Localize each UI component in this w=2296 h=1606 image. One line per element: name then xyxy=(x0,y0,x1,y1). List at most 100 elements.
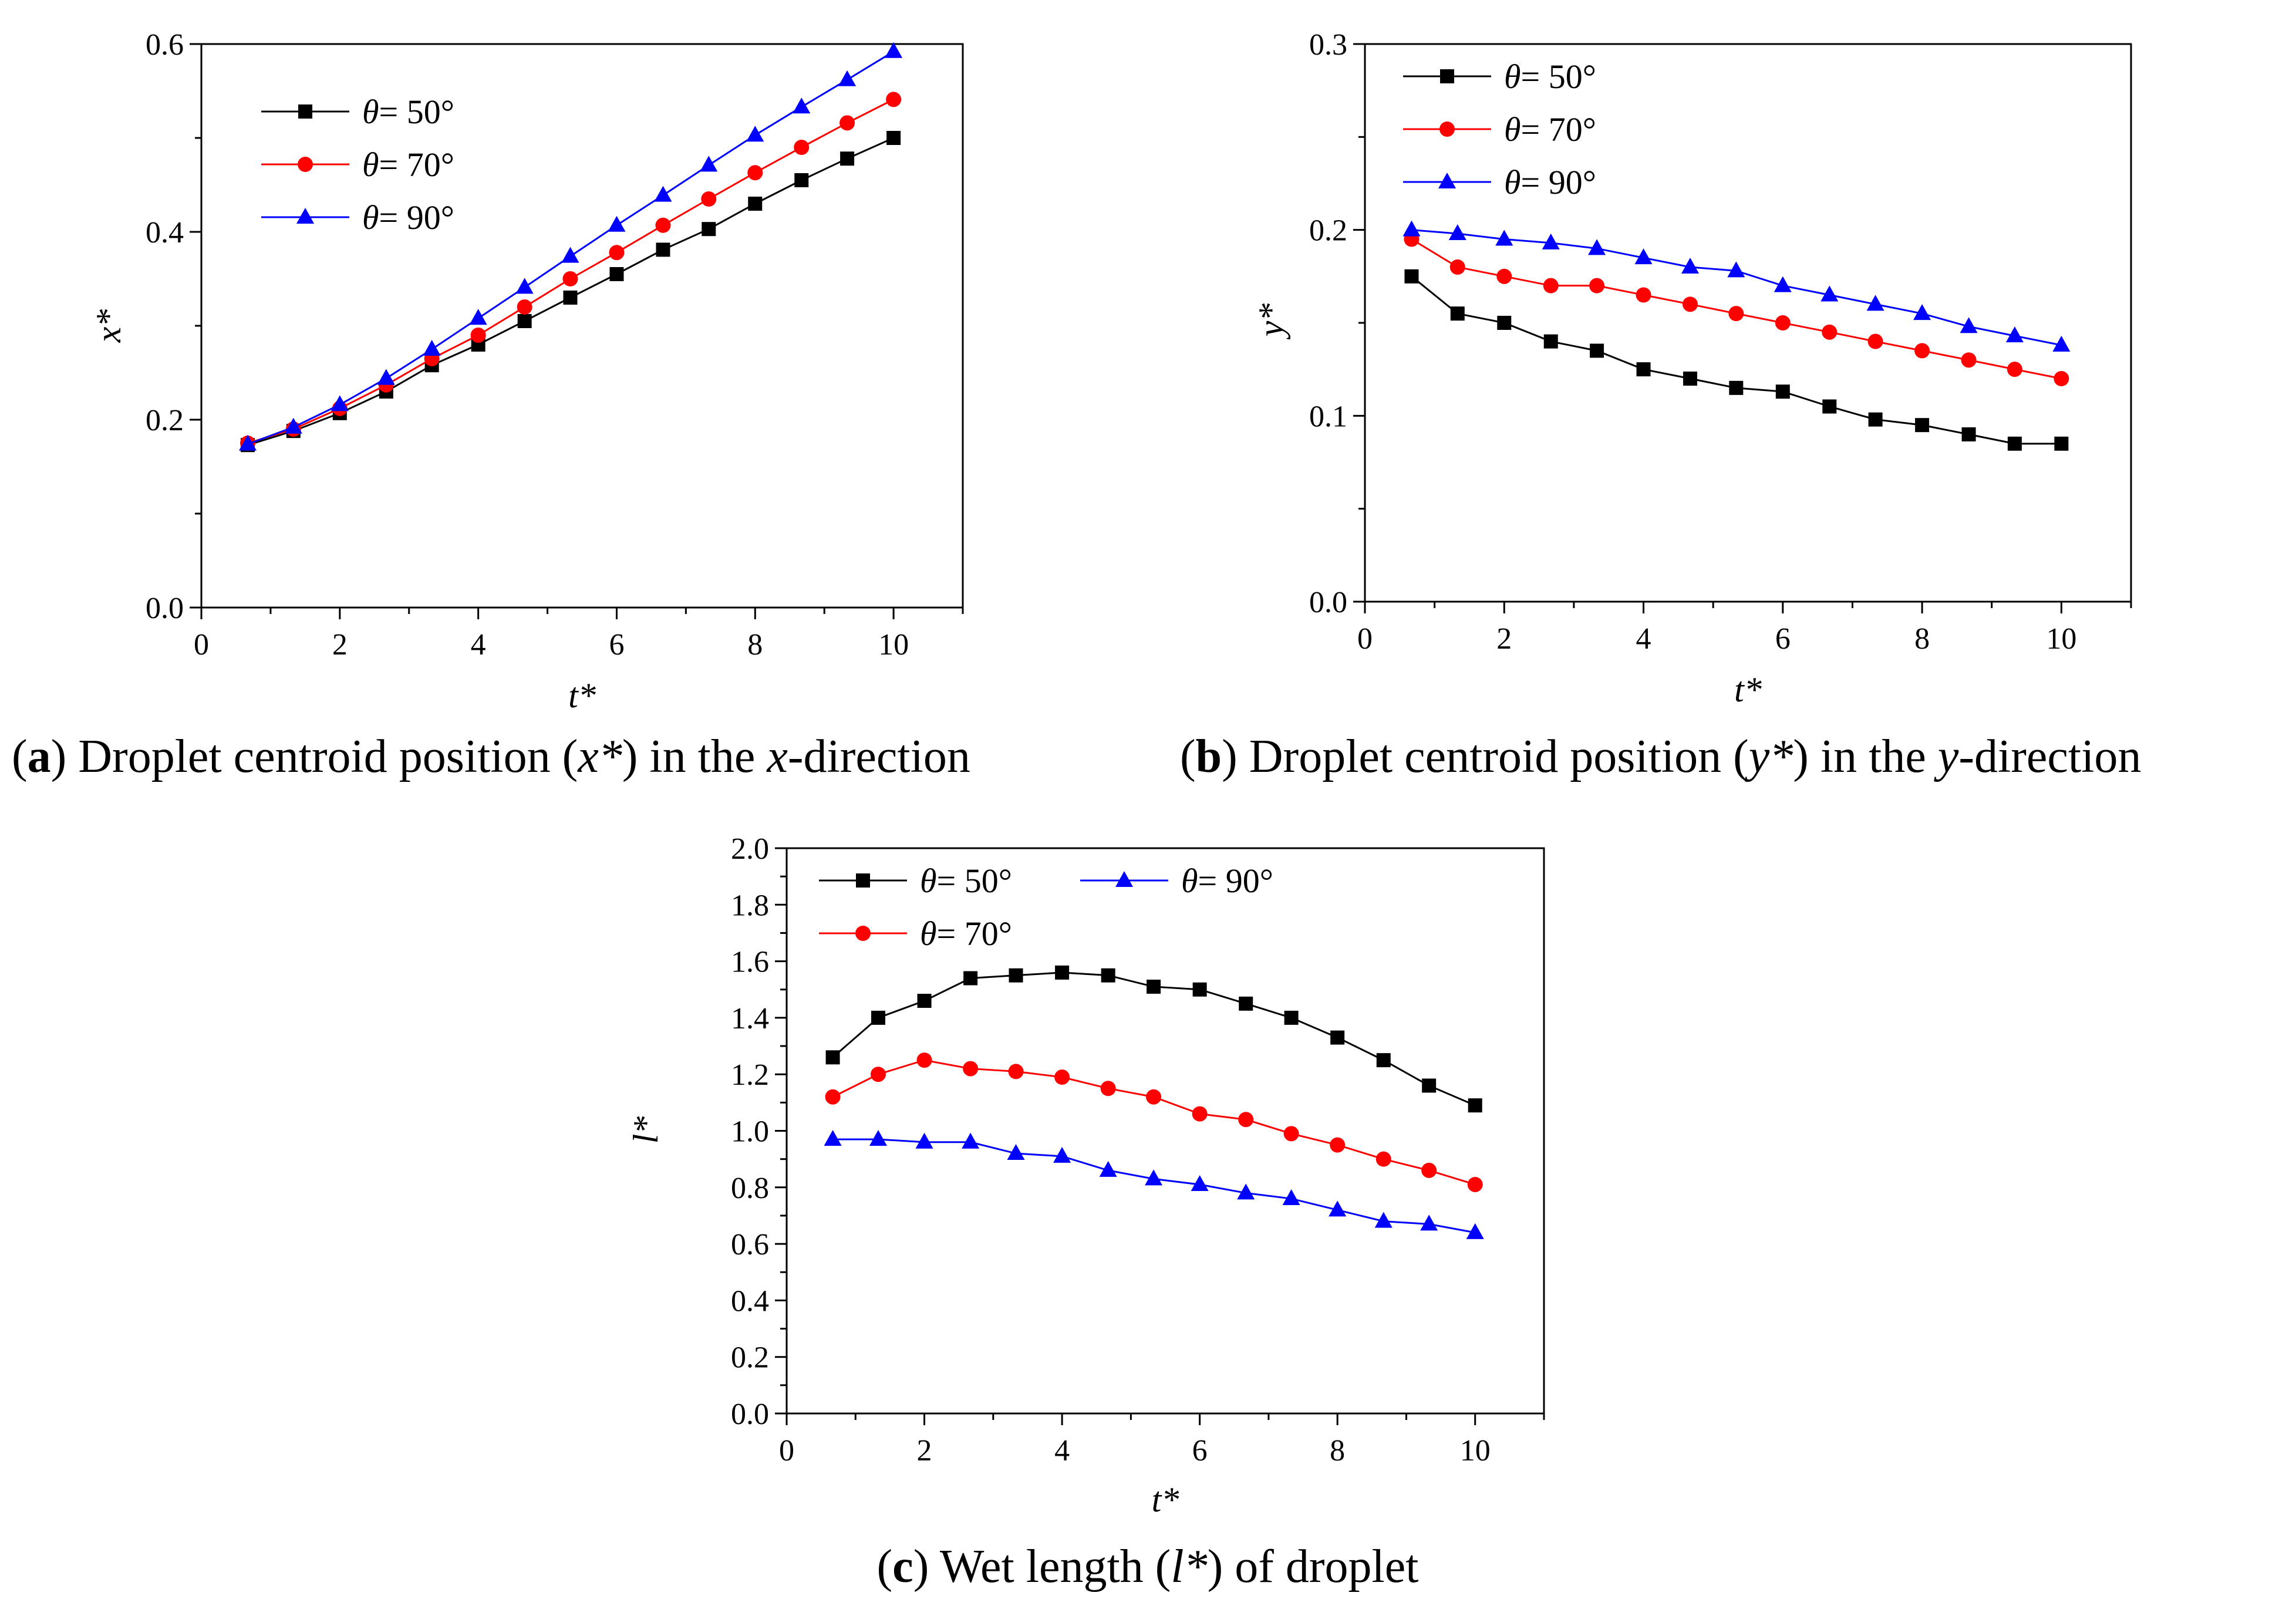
legend-label: θ= 70° xyxy=(362,146,454,184)
legend-label: θ= 70° xyxy=(1504,110,1596,149)
data-point xyxy=(886,92,902,107)
data-point xyxy=(963,971,978,986)
data-point xyxy=(1329,1200,1347,1217)
data-point xyxy=(2007,436,2022,451)
legend: θ= 50° θ= 70° θ= 90° xyxy=(1403,58,1596,201)
data-point xyxy=(1376,1053,1391,1068)
data-point xyxy=(1543,278,1559,293)
y-tick-label: 0.4 xyxy=(731,1284,769,1318)
data-point xyxy=(2054,371,2069,386)
legend-marker xyxy=(1438,173,1456,188)
data-point xyxy=(1960,317,1978,333)
data-point xyxy=(2005,326,2024,343)
legend-item: θ= 90° xyxy=(1403,163,1596,201)
data-point xyxy=(1146,1089,1162,1105)
legend-item: θ= 90° xyxy=(1080,862,1273,900)
y-tick-label: 0.8 xyxy=(731,1172,769,1205)
data-point xyxy=(1192,1106,1208,1122)
data-point xyxy=(1375,1151,1391,1167)
y-tick-label: 0.4 xyxy=(146,216,184,249)
data-point xyxy=(1866,295,1884,311)
data-point xyxy=(1683,296,1698,312)
data-point xyxy=(1961,352,1977,368)
data-point xyxy=(702,222,716,237)
data-point xyxy=(1496,268,1512,284)
data-point xyxy=(1634,248,1653,265)
data-point xyxy=(825,1050,840,1065)
data-point xyxy=(1053,1146,1071,1163)
data-point xyxy=(1497,316,1512,330)
x-tick-label: 8 xyxy=(747,628,763,662)
data-point xyxy=(1283,1126,1299,1142)
legend-label: θ= 90° xyxy=(1504,163,1596,201)
legend-marker xyxy=(855,926,871,941)
caption: (c) Wet length (l*) of droplet xyxy=(877,1541,1419,1592)
data-point xyxy=(1822,324,1838,340)
data-point xyxy=(1282,1189,1300,1206)
data-point xyxy=(470,328,486,343)
data-point xyxy=(839,115,855,131)
data-point xyxy=(654,185,672,202)
data-point xyxy=(870,1067,886,1082)
data-point xyxy=(1099,1160,1117,1177)
legend-item: θ= 70° xyxy=(1403,110,1596,149)
legend-item: θ= 70° xyxy=(261,146,454,184)
series-3 xyxy=(824,1129,1484,1239)
data-point xyxy=(838,70,857,86)
data-point xyxy=(1961,427,1976,441)
data-point xyxy=(794,173,809,187)
data-point xyxy=(1775,384,1790,399)
y-axis-label: y* xyxy=(1252,303,1290,340)
data-point xyxy=(1915,418,1930,433)
data-point xyxy=(1145,1169,1163,1186)
x-tick-label: 6 xyxy=(1775,622,1791,656)
data-point xyxy=(1191,1175,1209,1191)
data-point xyxy=(562,271,578,286)
data-point xyxy=(1822,399,1837,414)
data-point xyxy=(1636,362,1651,377)
data-point xyxy=(1449,259,1465,275)
data-point xyxy=(1775,315,1791,330)
y-tick-label: 1.8 xyxy=(731,889,769,922)
data-point xyxy=(608,215,626,232)
y-tick-label: 1.0 xyxy=(731,1115,769,1149)
data-point xyxy=(563,291,578,305)
legend-marker xyxy=(1439,122,1455,137)
x-tick-label: 10 xyxy=(1460,1434,1491,1467)
y-axis-label: x* xyxy=(89,309,128,343)
legend-item: θ= 50° xyxy=(819,862,1012,900)
data-point xyxy=(1448,224,1466,240)
data-point xyxy=(1239,996,1253,1011)
data-point xyxy=(1054,1069,1070,1085)
data-point xyxy=(469,309,487,325)
data-point xyxy=(747,165,763,181)
data-point xyxy=(423,340,441,356)
data-point xyxy=(609,267,624,281)
data-point xyxy=(1683,372,1698,386)
data-point xyxy=(1237,1183,1255,1200)
legend-label: θ= 50° xyxy=(362,93,454,131)
x-axis-label: t* xyxy=(1152,1480,1179,1519)
data-point xyxy=(840,151,855,166)
data-point xyxy=(915,1132,933,1149)
data-point xyxy=(917,994,932,1008)
y-tick-label: 0.3 xyxy=(1309,28,1347,62)
series-line xyxy=(832,1059,1476,1186)
y-tick-label: 0.2 xyxy=(146,404,184,437)
y-tick-label: 0.0 xyxy=(146,592,184,625)
y-tick-label: 2.0 xyxy=(731,832,769,866)
data-point xyxy=(825,1089,841,1105)
legend-item: θ= 70° xyxy=(819,915,1012,953)
series-1 xyxy=(825,965,1482,1113)
caption: (a) Droplet centroid position (x*) in th… xyxy=(12,731,970,782)
series-3 xyxy=(238,42,903,451)
legend-label: θ= 50° xyxy=(920,862,1012,900)
legend-marker xyxy=(856,873,870,888)
legend-marker xyxy=(298,157,313,172)
data-point xyxy=(1330,1030,1345,1045)
data-point xyxy=(1728,306,1744,322)
data-point xyxy=(656,242,670,257)
x-axis-label: t* xyxy=(568,676,596,715)
data-point xyxy=(962,1132,980,1149)
data-point xyxy=(1468,1098,1482,1113)
